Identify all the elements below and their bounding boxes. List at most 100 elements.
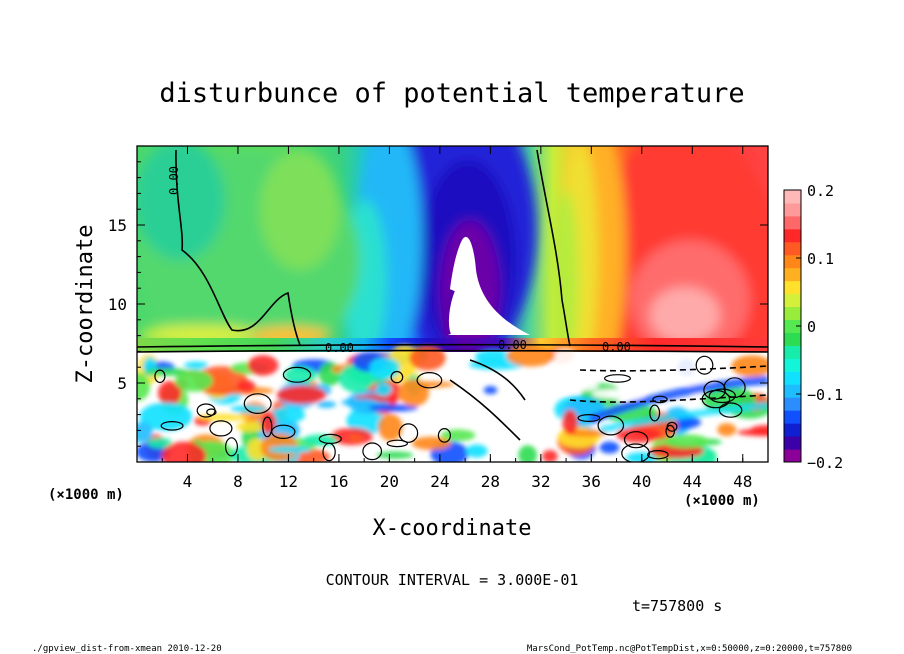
interface-contour-2 bbox=[137, 349, 768, 353]
closed-contour bbox=[718, 402, 743, 418]
turbulence-patch bbox=[236, 421, 268, 432]
colorbar-swatch bbox=[784, 293, 801, 308]
colorbar-swatch bbox=[784, 345, 801, 359]
y-unit-label: (×1000 m) bbox=[48, 487, 124, 503]
turbulence-patch bbox=[550, 349, 580, 373]
closed-contour bbox=[708, 388, 736, 404]
colorbar-swatch bbox=[784, 241, 801, 256]
closed-contour bbox=[282, 366, 312, 383]
colorbar-swatch bbox=[784, 319, 801, 333]
colorbar-swatch bbox=[784, 228, 801, 243]
turbulence-patch bbox=[542, 450, 558, 462]
closed-contour bbox=[597, 415, 625, 436]
lower-contour bbox=[449, 379, 521, 441]
closed-contour bbox=[666, 421, 678, 432]
contour-label: 0.00 bbox=[498, 338, 527, 352]
cyan-streak bbox=[599, 401, 768, 434]
closed-contour bbox=[243, 393, 272, 415]
colorbar-swatch bbox=[784, 190, 801, 204]
contour-label: 0.00 bbox=[325, 341, 354, 355]
x-tick-label: 24 bbox=[430, 472, 449, 491]
closed-contour bbox=[603, 374, 631, 383]
turbulence-patch bbox=[161, 441, 207, 462]
x-tick-label: 20 bbox=[380, 472, 399, 491]
y-axis-label: Z-coordinate bbox=[73, 225, 98, 384]
turbulence-patch bbox=[576, 382, 599, 391]
turbulence-patch bbox=[465, 444, 488, 458]
closed-contour bbox=[362, 442, 383, 461]
closed-contour bbox=[209, 420, 233, 437]
closed-contour bbox=[154, 369, 166, 384]
turbulence-patch bbox=[606, 388, 644, 400]
turbulence-patch bbox=[316, 400, 337, 409]
plot-area: 0.00 0.00 0.00 0.00 bbox=[137, 146, 768, 462]
x-unit-label: (×1000 m) bbox=[684, 493, 760, 509]
turbulence-patch bbox=[137, 421, 153, 443]
closed-contour bbox=[318, 433, 342, 444]
turbulence-patch bbox=[625, 452, 660, 462]
colorbar-frame bbox=[783, 189, 802, 463]
colorbar-tick-label: −0.1 bbox=[807, 386, 843, 404]
closed-contour bbox=[225, 437, 239, 457]
contour-label: 0.00 bbox=[167, 166, 181, 195]
colorbar-swatch bbox=[784, 332, 801, 346]
turbulence-patch bbox=[276, 385, 327, 404]
colorbar-swatch bbox=[784, 397, 801, 411]
closed-contour bbox=[647, 450, 669, 460]
turbulence-patch bbox=[184, 361, 209, 370]
x-tick-label: 8 bbox=[233, 472, 243, 491]
colorbar-swatch bbox=[784, 423, 801, 437]
closed-contour bbox=[577, 414, 601, 423]
closed-contour bbox=[390, 370, 404, 384]
y-tick-label: 15 bbox=[108, 216, 127, 235]
x-tick-label: 48 bbox=[733, 472, 752, 491]
turbulence-patch bbox=[348, 434, 363, 443]
chart-title: disturbunce of potential temperature bbox=[159, 78, 744, 109]
dashed-contour bbox=[579, 365, 768, 372]
turbulence-patch bbox=[409, 345, 446, 371]
turbulence-patch bbox=[158, 380, 182, 406]
turbulence-patch bbox=[398, 379, 430, 407]
closed-contour bbox=[703, 380, 726, 400]
contour-lines: 0.00 0.00 0.00 0.00 bbox=[137, 149, 768, 462]
closed-contour bbox=[206, 408, 217, 416]
turbulence-patch bbox=[174, 370, 213, 392]
closed-contour bbox=[271, 424, 296, 439]
x-tick-label: 36 bbox=[582, 472, 601, 491]
turbulence-patch bbox=[483, 386, 498, 395]
turbulence-patch bbox=[268, 446, 312, 453]
lower-contour bbox=[469, 359, 526, 401]
closed-contour bbox=[262, 416, 273, 438]
colorbar-swatch bbox=[784, 449, 801, 463]
lower-field bbox=[137, 344, 768, 462]
x-axis-label: X-coordinate bbox=[373, 516, 532, 541]
colorbar-swatch bbox=[784, 371, 801, 385]
closed-contour bbox=[621, 443, 650, 462]
closed-contour bbox=[160, 420, 184, 431]
closed-contour bbox=[416, 372, 443, 389]
x-tick-label: 12 bbox=[279, 472, 298, 491]
colorbar: 0.2 0.1 0 −0.1 −0.2 bbox=[784, 182, 843, 472]
turbulence-patch bbox=[616, 426, 662, 443]
colorbar-swatch bbox=[784, 202, 801, 217]
closed-contour bbox=[398, 423, 419, 443]
y-tick-label: 5 bbox=[117, 374, 127, 393]
turbulence-patch bbox=[378, 413, 403, 441]
turbulence-patch bbox=[237, 380, 256, 393]
colorbar-swatch bbox=[784, 306, 801, 321]
cold-core bbox=[446, 236, 530, 335]
x-tick-label: 16 bbox=[329, 472, 348, 491]
turbulence-patch bbox=[599, 441, 620, 454]
turbulence-patch bbox=[147, 437, 173, 449]
colorbar-swatch bbox=[784, 267, 801, 282]
turbulence-patch bbox=[139, 402, 193, 431]
colorbar-swatch bbox=[784, 436, 801, 450]
zero-contour-right bbox=[536, 149, 571, 347]
x-tick-label: 4 bbox=[183, 472, 193, 491]
footer-right: MarsCond_PotTemp.nc@PotTempDist,x=0:5000… bbox=[527, 644, 852, 654]
x-tick-label: 44 bbox=[683, 472, 702, 491]
turbulence-patch bbox=[567, 429, 608, 437]
x-tick-label: 40 bbox=[632, 472, 651, 491]
colorbar-tick-label: 0.2 bbox=[807, 182, 834, 200]
closed-contour bbox=[386, 439, 408, 448]
